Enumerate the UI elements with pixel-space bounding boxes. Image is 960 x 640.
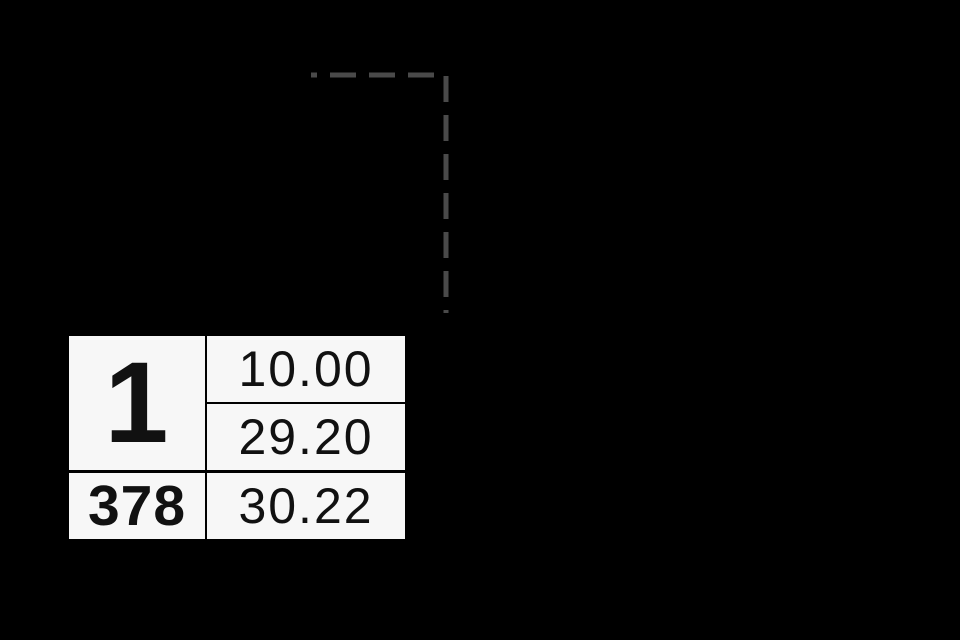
counter-value: 378 <box>87 473 187 538</box>
counter-cell: 378 <box>69 473 207 539</box>
level-stats-table: 1 10.00 29.20 378 30.22 <box>66 333 408 542</box>
value-row-1: 10.00 <box>207 336 405 404</box>
value-row-3: 30.22 <box>207 473 405 539</box>
value-row-2: 29.20 <box>207 404 405 473</box>
big-number-cell: 1 <box>69 336 207 473</box>
value-3: 30.22 <box>238 478 374 534</box>
value-2: 29.20 <box>238 409 374 465</box>
value-1: 10.00 <box>238 341 374 397</box>
dashed-guide-path <box>311 72 449 313</box>
big-number-value: 1 <box>104 338 170 467</box>
